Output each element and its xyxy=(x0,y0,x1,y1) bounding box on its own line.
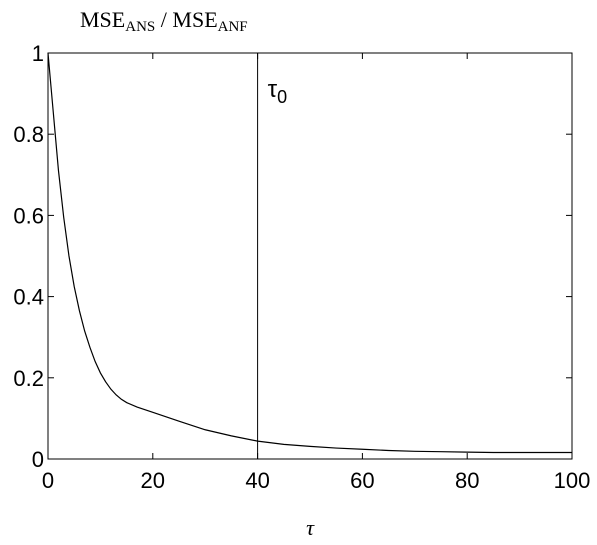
y-axis-title-sub-1: ANS xyxy=(125,19,155,35)
y-axis-title-sub-2: ANF xyxy=(218,19,248,35)
tau0-label-sub: 0 xyxy=(277,87,287,107)
series-line xyxy=(47,52,572,454)
plot-frame xyxy=(47,52,573,460)
x-tick-label: 60 xyxy=(350,468,374,493)
y-tick-label: 1 xyxy=(32,41,44,66)
tick-marks xyxy=(47,52,573,460)
x-axis-title: τ xyxy=(306,515,315,540)
y-axis-title-main-2: MSE xyxy=(172,7,217,32)
x-tick-label: 40 xyxy=(245,468,269,493)
x-tick-label: 80 xyxy=(455,468,479,493)
y-tick-label: 0.2 xyxy=(13,366,44,391)
y-tick-label: 0.6 xyxy=(13,203,44,228)
tick-labels: 0 20 40 60 80 100 0 0.2 0.4 0.6 0.8 1 xyxy=(13,41,590,493)
tau0-label-main: τ xyxy=(268,76,278,103)
x-tick-label: 20 xyxy=(141,468,165,493)
y-axis-title-separator: / xyxy=(155,7,172,32)
y-tick-label: 0.4 xyxy=(13,285,44,310)
x-tick-label: 0 xyxy=(42,468,54,493)
y-tick-label: 0.8 xyxy=(13,122,44,147)
tau0-label: τ0 xyxy=(268,76,288,107)
y-tick-label: 0 xyxy=(32,447,44,472)
y-axis-title-main-1: MSE xyxy=(80,7,125,32)
y-axis-title: MSEANS / MSEANF xyxy=(80,7,248,35)
x-tick-label: 100 xyxy=(554,468,591,493)
